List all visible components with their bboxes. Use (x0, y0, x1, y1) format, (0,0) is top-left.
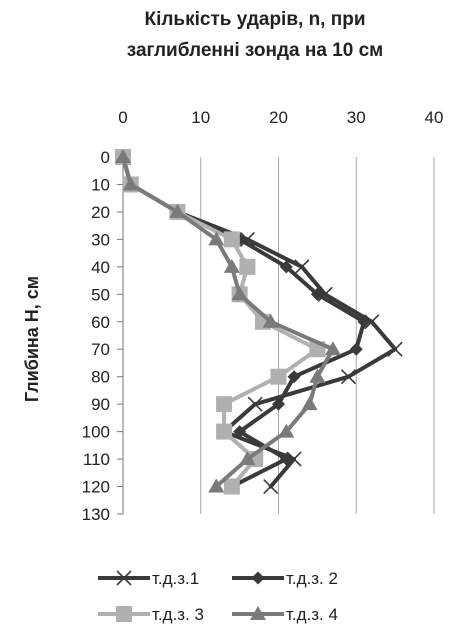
legend-item-1: т.д.з.1 (98, 569, 199, 588)
series-3-point-9 (216, 396, 233, 413)
legend-label-1: т.д.з.1 (152, 569, 199, 588)
y-tick-label-60: 60 (91, 313, 110, 332)
legend-marker-4 (250, 606, 266, 620)
series-4-point-6 (262, 313, 279, 328)
series-2-point-4 (279, 260, 293, 274)
series-1-point-8 (340, 369, 357, 385)
series-1-point-7 (387, 341, 403, 357)
y-tick-labels: 0 10 20 30 40 50 60 70 80 90 100 110 120 130 (82, 148, 110, 524)
y-tick-label-120: 120 (82, 478, 110, 497)
series-2-point-6 (357, 315, 371, 329)
series-4-point-0 (115, 149, 131, 163)
series-1-point-3 (239, 231, 255, 247)
y-axis-label: Глибина H, см (22, 276, 42, 402)
series-2-point-11 (279, 452, 293, 466)
series-1-point-11-stroke-b (286, 451, 302, 467)
series-1-point-3-stroke-b (239, 231, 255, 247)
y-tick-label-100: 100 (82, 423, 110, 442)
chart-title-line-1: Кількість ударів, n, при (144, 9, 365, 30)
legend-marker-1 (116, 570, 132, 586)
y-tick-label-0: 0 (101, 148, 110, 167)
series-1-point-9 (247, 396, 263, 412)
series-3-point-4 (239, 258, 256, 275)
series-2-point-7 (349, 342, 363, 356)
y-tick-label-40: 40 (91, 258, 110, 277)
y-tick-label-110: 110 (83, 450, 110, 469)
series-2-point-9 (272, 397, 285, 411)
x-tick-label-0: 0 (118, 108, 127, 127)
series-4-point-2 (169, 203, 186, 218)
y-tick-label-30: 30 (91, 230, 110, 249)
series-1-point-11 (286, 451, 302, 467)
series-3-point-10 (216, 423, 233, 440)
series-4-point-3 (208, 231, 225, 246)
series-4-point-8 (309, 368, 326, 383)
y-tick-label-90: 90 (91, 395, 110, 414)
y-tick-label-10: 10 (91, 175, 110, 194)
series-1-point-4 (294, 259, 310, 275)
legend-item-4: т.д.з. 4 (232, 605, 338, 624)
x-tick-label-40: 40 (425, 108, 444, 127)
series-4-point-9 (301, 396, 318, 411)
series-3-point-8 (270, 368, 287, 385)
series-2 (116, 150, 371, 494)
series-3-point-3 (223, 231, 240, 248)
series-1-point-5-stroke-b (317, 286, 333, 302)
series-3 (115, 149, 326, 495)
series-4-point-5 (231, 286, 248, 301)
series-4-point-4 (223, 258, 240, 273)
series-1-point-9-stroke-b (247, 396, 263, 412)
grid (200, 157, 435, 514)
series-1-point-8-stroke-b (340, 369, 357, 385)
series-1-point-12 (263, 478, 279, 495)
y-tick-label-70: 70 (91, 340, 110, 359)
series-1-point-6 (364, 314, 380, 330)
series-4-point-10 (278, 423, 295, 438)
legend-label-4: т.д.з. 4 (286, 605, 338, 624)
series-4-point-12 (208, 478, 225, 493)
y-tick-label-130: 130 (82, 505, 110, 524)
series-4-point-7 (324, 341, 341, 356)
y-tick-label-80: 80 (91, 368, 110, 387)
series-2-point-8 (287, 370, 301, 384)
series-2-point-5 (310, 287, 324, 301)
axes (117, 156, 124, 515)
x-tick-label-10: 10 (191, 108, 210, 127)
legend-label-3: т.д.з. 3 (152, 605, 204, 624)
legend-item-3: т.д.з. 3 (98, 605, 204, 624)
series-1-point-12-stroke-b (263, 478, 279, 495)
series-2-point-10 (233, 425, 247, 439)
series-1-point-4-stroke-b (294, 259, 310, 275)
series-1-point-5 (317, 286, 333, 302)
legend-label-2: т.д.з. 2 (286, 569, 338, 588)
x-tick-labels: 0 10 20 30 40 (118, 108, 443, 127)
series-4 (115, 149, 341, 493)
legend-item-2: т.д.з. 2 (232, 569, 338, 588)
x-tick-label-20: 20 (269, 108, 288, 127)
series-layer (115, 149, 403, 495)
legend-marker-2 (251, 571, 265, 585)
legend: т.д.з.1 т.д.з. 2 т.д.з. 3 т.д.з. 4 (98, 569, 338, 624)
legend-marker-1-stroke-b (116, 570, 132, 586)
series-1-point-6-stroke-b (364, 314, 380, 330)
y-tick-label-50: 50 (91, 285, 110, 304)
series-1-point-7-stroke-b (387, 341, 403, 357)
x-tick-label-30: 30 (347, 108, 366, 127)
legend-marker-3 (116, 606, 132, 622)
y-tick-label-20: 20 (91, 203, 110, 222)
series-4-point-1 (122, 176, 139, 191)
series-4-point-11 (239, 451, 256, 466)
chart-title-line-2: заглибленні зонда на 10 см (127, 40, 383, 61)
series-3-point-12 (223, 478, 240, 495)
